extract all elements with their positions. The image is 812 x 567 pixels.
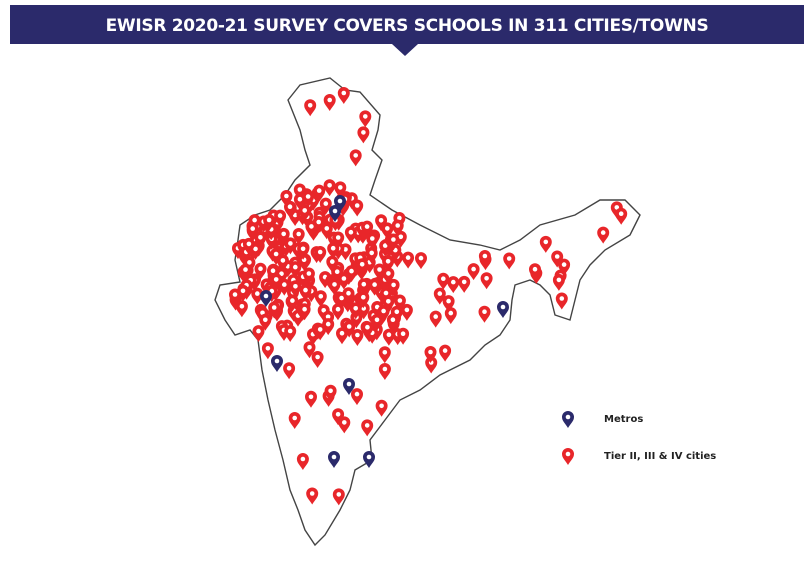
legend: Metros Tier II, III & IV cities: [562, 411, 716, 465]
metro-marker: [363, 451, 375, 468]
legend-city-icon: [562, 448, 574, 465]
legend-label: Metros: [604, 414, 643, 425]
title: EWISR 2020-21 SURVEY COVERS SCHOOLS IN 3…: [106, 16, 709, 36]
legend-label: Tier II, III & IV cities: [604, 451, 716, 462]
legend-metro-icon: [562, 411, 574, 428]
banner: EWISR 2020-21 SURVEY COVERS SCHOOLS IN 3…: [10, 5, 804, 56]
